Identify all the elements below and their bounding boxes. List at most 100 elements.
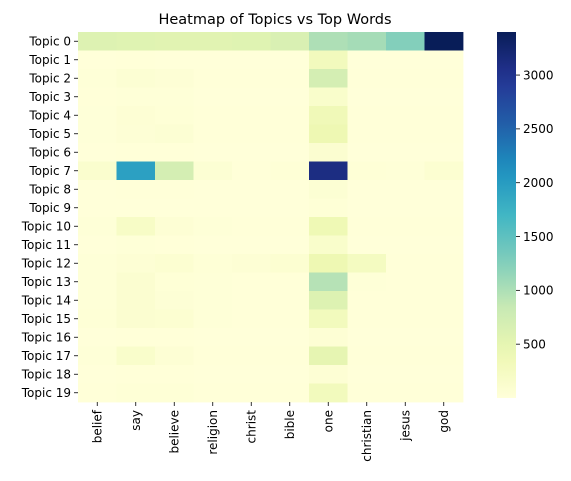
heatmap-cell: [155, 50, 194, 70]
heatmap-cell: [386, 180, 425, 199]
heatmap-cell: [193, 346, 233, 366]
heatmap-cell: [232, 69, 271, 88]
heatmap-cell: [116, 106, 156, 125]
heatmap-cell: [116, 328, 156, 347]
heatmap-cell: [386, 32, 425, 51]
y-tick-label: Topic 4: [28, 109, 71, 123]
x-tick-label: believe: [168, 410, 182, 454]
heatmap-cell: [386, 198, 425, 218]
heatmap-cell: [309, 365, 348, 384]
colorbar-tick-label: 3000: [523, 68, 554, 82]
heatmap-cell: [232, 50, 271, 70]
heatmap-cell: [347, 309, 387, 329]
y-tick-label: Topic 12: [21, 257, 71, 271]
heatmap-cell: [424, 365, 464, 384]
heatmap-cell: [309, 309, 348, 329]
heatmap-cell: [116, 272, 156, 292]
heatmap-cell: [193, 309, 233, 329]
heatmap-cell: [232, 235, 271, 255]
colorbar: [497, 32, 516, 398]
heatmap-cell: [232, 143, 271, 162]
heatmap-cell: [232, 291, 271, 310]
heatmap-cell: [424, 69, 464, 88]
heatmap-cell: [116, 383, 156, 403]
heatmap-cell: [347, 161, 387, 181]
heatmap-cell: [309, 383, 348, 403]
colorbar-tick-label: 500: [523, 337, 546, 351]
heatmap-cell: [193, 143, 233, 162]
y-axis-ticks: Topic 0 Topic 1 Topic 2 Topic 3 Topic 4 Topic…: [21, 35, 78, 400]
y-tick-label: Topic 9: [28, 201, 71, 215]
heatmap-cell: [270, 328, 310, 347]
y-tick-label: Topic 15: [21, 312, 71, 326]
heatmap-cell: [155, 346, 194, 366]
heatmap-cell: [232, 254, 271, 273]
heatmap-cell: [78, 217, 117, 236]
heatmap-cell: [309, 180, 348, 199]
heatmap-cell: [270, 106, 310, 125]
heatmap-cell: [309, 291, 348, 310]
heatmap-cell: [232, 309, 271, 329]
heatmap-cell: [386, 365, 425, 384]
heatmap-cell: [424, 198, 464, 218]
heatmap-cell: [193, 198, 233, 218]
heatmap-cell: [424, 328, 464, 347]
heatmap-cell: [386, 235, 425, 255]
y-tick-label: Topic 19: [21, 386, 71, 400]
y-tick-label: Topic 11: [21, 238, 71, 252]
heatmap-cell: [78, 87, 117, 107]
heatmap-cell: [193, 180, 233, 199]
y-tick-label: Topic 16: [21, 331, 71, 345]
heatmap-cell: [347, 50, 387, 70]
x-tick-label: one: [322, 410, 336, 432]
heatmap-cell: [232, 272, 271, 292]
heatmap-cell: [193, 69, 233, 88]
heatmap-cell: [270, 217, 310, 236]
heatmap-cell: [309, 198, 348, 218]
heatmap-cell: [347, 198, 387, 218]
heatmap-cell: [232, 346, 271, 366]
heatmap-cell: [193, 383, 233, 403]
heatmap-cell: [309, 32, 348, 51]
heatmap-cell: [155, 383, 194, 403]
heatmap-cell: [116, 87, 156, 107]
heatmap-cell: [386, 346, 425, 366]
heatmap-cell: [116, 124, 156, 144]
heatmap-cell: [116, 291, 156, 310]
heatmap-cell: [424, 346, 464, 366]
heatmap-cell: [78, 291, 117, 310]
heatmap-cell: [116, 309, 156, 329]
x-tick-label: bible: [283, 410, 297, 439]
heatmap-cell: [193, 161, 233, 181]
heatmap-cell: [424, 235, 464, 255]
heatmap-cell: [309, 346, 348, 366]
heatmap-cell: [386, 291, 425, 310]
heatmap-cell: [347, 124, 387, 144]
heatmap-cell: [309, 254, 348, 273]
heatmap-cell: [347, 254, 387, 273]
heatmap-cell: [309, 328, 348, 347]
heatmap-cell: [424, 180, 464, 199]
heatmap-cell: [232, 106, 271, 125]
heatmap-cell: [270, 32, 310, 51]
heatmap-cell: [309, 87, 348, 107]
heatmap-cell: [424, 106, 464, 125]
heatmap-cell: [78, 328, 117, 347]
heatmap-cell: [424, 383, 464, 403]
heatmap-cell: [78, 272, 117, 292]
heatmap-cell: [116, 217, 156, 236]
heatmap-cell: [193, 217, 233, 236]
heatmap-cell: [424, 309, 464, 329]
x-tick-label: christian: [360, 410, 374, 462]
heatmap-cell: [78, 180, 117, 199]
heatmap-cell: [424, 217, 464, 236]
y-tick-label: Topic 8: [28, 183, 71, 197]
heatmap-cell: [232, 87, 271, 107]
heatmap-cell: [155, 365, 194, 384]
heatmap-cell: [270, 235, 310, 255]
heatmap-cell: [78, 69, 117, 88]
heatmap-cell: [193, 32, 233, 51]
heatmap-cell: [116, 346, 156, 366]
colorbar-tick-label: 1500: [523, 230, 554, 244]
heatmap-cell: [424, 161, 464, 181]
